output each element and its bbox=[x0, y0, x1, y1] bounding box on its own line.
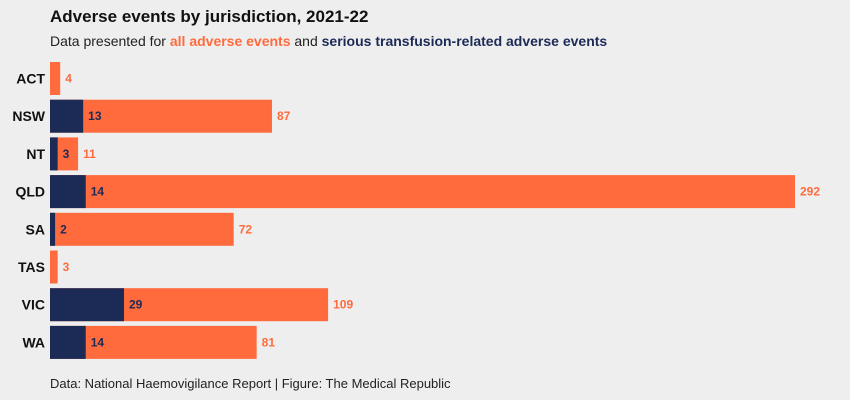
category-label-sa: SA bbox=[26, 221, 45, 237]
value-label-all-nsw: 87 bbox=[277, 109, 291, 123]
value-label-all-act: 4 bbox=[65, 72, 72, 86]
source-caption: Data: National Haemovigilance Report | F… bbox=[50, 376, 451, 391]
value-label-serious-nt: 3 bbox=[63, 147, 70, 161]
bar-serious-wa bbox=[50, 325, 86, 359]
bar-serious-vic bbox=[50, 288, 124, 322]
value-label-all-wa: 81 bbox=[262, 335, 276, 349]
category-label-tas: TAS bbox=[18, 259, 45, 275]
bar-all-act bbox=[50, 62, 61, 95]
subtitle-mid: and bbox=[294, 33, 318, 49]
legend-serious-events: serious transfusion-related adverse even… bbox=[321, 33, 608, 49]
value-label-all-vic: 109 bbox=[333, 298, 353, 312]
bar-serious-nt bbox=[50, 137, 58, 171]
value-label-all-qld: 292 bbox=[800, 185, 820, 199]
chart-subtitle: Data presented for all adverse events an… bbox=[50, 33, 607, 49]
category-label-qld: QLD bbox=[15, 184, 45, 200]
bar-serious-qld bbox=[50, 175, 86, 209]
category-label-act: ACT bbox=[16, 71, 45, 87]
chart-title: Adverse events by jurisdiction, 2021-22 bbox=[50, 7, 369, 26]
value-label-serious-nsw: 13 bbox=[88, 109, 102, 123]
value-label-all-tas: 3 bbox=[63, 260, 70, 274]
value-label-serious-qld: 14 bbox=[91, 185, 105, 199]
category-label-nsw: NSW bbox=[12, 108, 45, 124]
value-label-serious-sa: 2 bbox=[60, 222, 67, 236]
value-label-serious-wa: 14 bbox=[91, 335, 105, 349]
bar-serious-nsw bbox=[50, 99, 84, 133]
bar-all-tas bbox=[50, 250, 58, 284]
category-label-vic: VIC bbox=[22, 297, 45, 313]
subtitle-prefix: Data presented for bbox=[50, 33, 166, 49]
category-label-nt: NT bbox=[26, 146, 45, 162]
value-label-all-sa: 72 bbox=[239, 222, 253, 236]
value-label-serious-vic: 29 bbox=[129, 298, 143, 312]
bar-all-qld bbox=[50, 175, 795, 209]
bar-serious-sa bbox=[50, 212, 56, 246]
legend-all-events: all adverse events bbox=[169, 33, 291, 49]
value-label-all-nt: 11 bbox=[83, 147, 96, 161]
category-label-wa: WA bbox=[22, 334, 45, 350]
bar-all-nsw bbox=[50, 99, 272, 133]
bar-all-sa bbox=[50, 212, 234, 246]
